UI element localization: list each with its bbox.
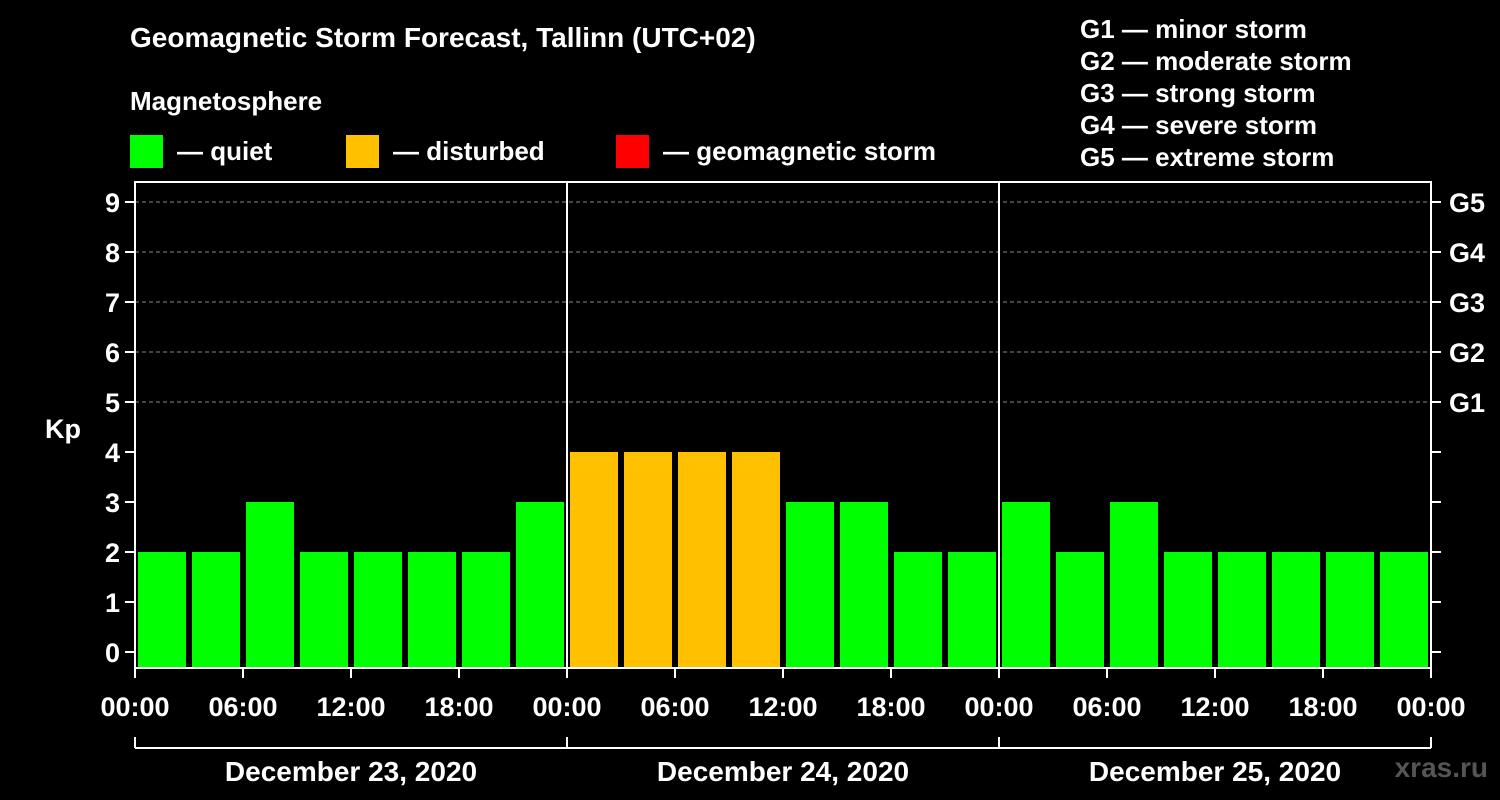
legend-heading: Magnetosphere [130, 86, 323, 116]
storm-scale-legend: G1 — minor storm G2 — moderate storm G3 … [1080, 13, 1352, 173]
xtick-label-4: 00:00 [532, 692, 601, 722]
xtick-label-2: 12:00 [316, 692, 385, 722]
bar-21 [1272, 552, 1320, 668]
legend-swatch-storm [616, 134, 649, 168]
legend-item-quiet: — quiet [130, 134, 272, 168]
bar-13 [840, 502, 888, 668]
ytick-label-4: 4 [105, 438, 120, 468]
ytick-label-1: 1 [105, 588, 120, 618]
ytick-label-6: 6 [105, 338, 120, 368]
xtick-label-7: 18:00 [856, 692, 925, 722]
bar-4 [354, 552, 402, 668]
legend-label-quiet: — quiet [177, 135, 273, 166]
storm-level-label-g2: G2 [1449, 338, 1485, 368]
legend-label-disturbed: — disturbed [393, 135, 545, 166]
day-label-1: December 24, 2020 [657, 756, 909, 787]
storm-level-label-g1: G1 [1449, 388, 1485, 418]
day-label-2: December 25, 2020 [1089, 756, 1341, 787]
xtick-label-11: 18:00 [1288, 692, 1357, 722]
xtick-label-10: 12:00 [1180, 692, 1249, 722]
legend-item-disturbed: — disturbed [346, 134, 545, 168]
storm-scale-g4: G4 — severe storm [1080, 110, 1318, 140]
watermark: xras.ru [1394, 752, 1488, 783]
day-label-0: December 23, 2020 [225, 756, 477, 787]
ytick-label-5: 5 [105, 388, 120, 418]
bar-1 [192, 552, 240, 668]
bar-8 [570, 452, 618, 668]
bar-2 [246, 502, 294, 668]
xtick-label-3: 18:00 [424, 692, 493, 722]
storm-level-label-g4: G4 [1449, 238, 1485, 268]
bar-10 [678, 452, 726, 668]
legend-item-storm: — geomagnetic storm [616, 134, 936, 168]
ytick-label-7: 7 [105, 288, 120, 318]
bar-11 [732, 452, 780, 668]
xtick-label-0: 00:00 [100, 692, 169, 722]
legend-swatch-disturbed [346, 134, 379, 168]
xtick-label-5: 06:00 [640, 692, 709, 722]
bar-3 [300, 552, 348, 668]
bar-17 [1056, 552, 1104, 668]
xtick-label-1: 06:00 [208, 692, 277, 722]
bar-23 [1380, 552, 1428, 668]
storm-level-label-g3: G3 [1449, 288, 1485, 318]
legend-label-storm: — geomagnetic storm [663, 135, 937, 166]
bar-7 [516, 502, 564, 668]
bar-18 [1110, 502, 1158, 668]
bar-16 [1002, 502, 1050, 668]
storm-scale-g2: G2 — moderate storm [1080, 46, 1352, 76]
bar-22 [1326, 552, 1374, 668]
legend-swatch-quiet [130, 134, 163, 168]
y-axis-label: Kp [45, 414, 81, 444]
storm-level-label-g5: G5 [1449, 188, 1485, 218]
ytick-label-3: 3 [105, 488, 120, 518]
xtick-label-8: 00:00 [964, 692, 1033, 722]
bar-0 [138, 552, 186, 668]
bar-14 [894, 552, 942, 668]
bar-15 [948, 552, 996, 668]
bar-5 [408, 552, 456, 668]
storm-scale-g3: G3 — strong storm [1080, 78, 1316, 108]
storm-scale-g5: G5 — extreme storm [1080, 142, 1335, 172]
bar-12 [786, 502, 834, 668]
ytick-label-0: 0 [105, 638, 120, 668]
xtick-label-6: 12:00 [748, 692, 817, 722]
ytick-label-8: 8 [105, 238, 120, 268]
bar-20 [1218, 552, 1266, 668]
storm-scale-g1: G1 — minor storm [1080, 14, 1307, 44]
ytick-label-2: 2 [105, 538, 120, 568]
bar-19 [1164, 552, 1212, 668]
ytick-label-9: 9 [105, 188, 120, 218]
bar-9 [624, 452, 672, 668]
xtick-label-9: 06:00 [1072, 692, 1141, 722]
xtick-label-12: 00:00 [1396, 692, 1465, 722]
bar-6 [462, 552, 510, 668]
chart-title: Geomagnetic Storm Forecast, Tallinn (UTC… [130, 22, 756, 53]
